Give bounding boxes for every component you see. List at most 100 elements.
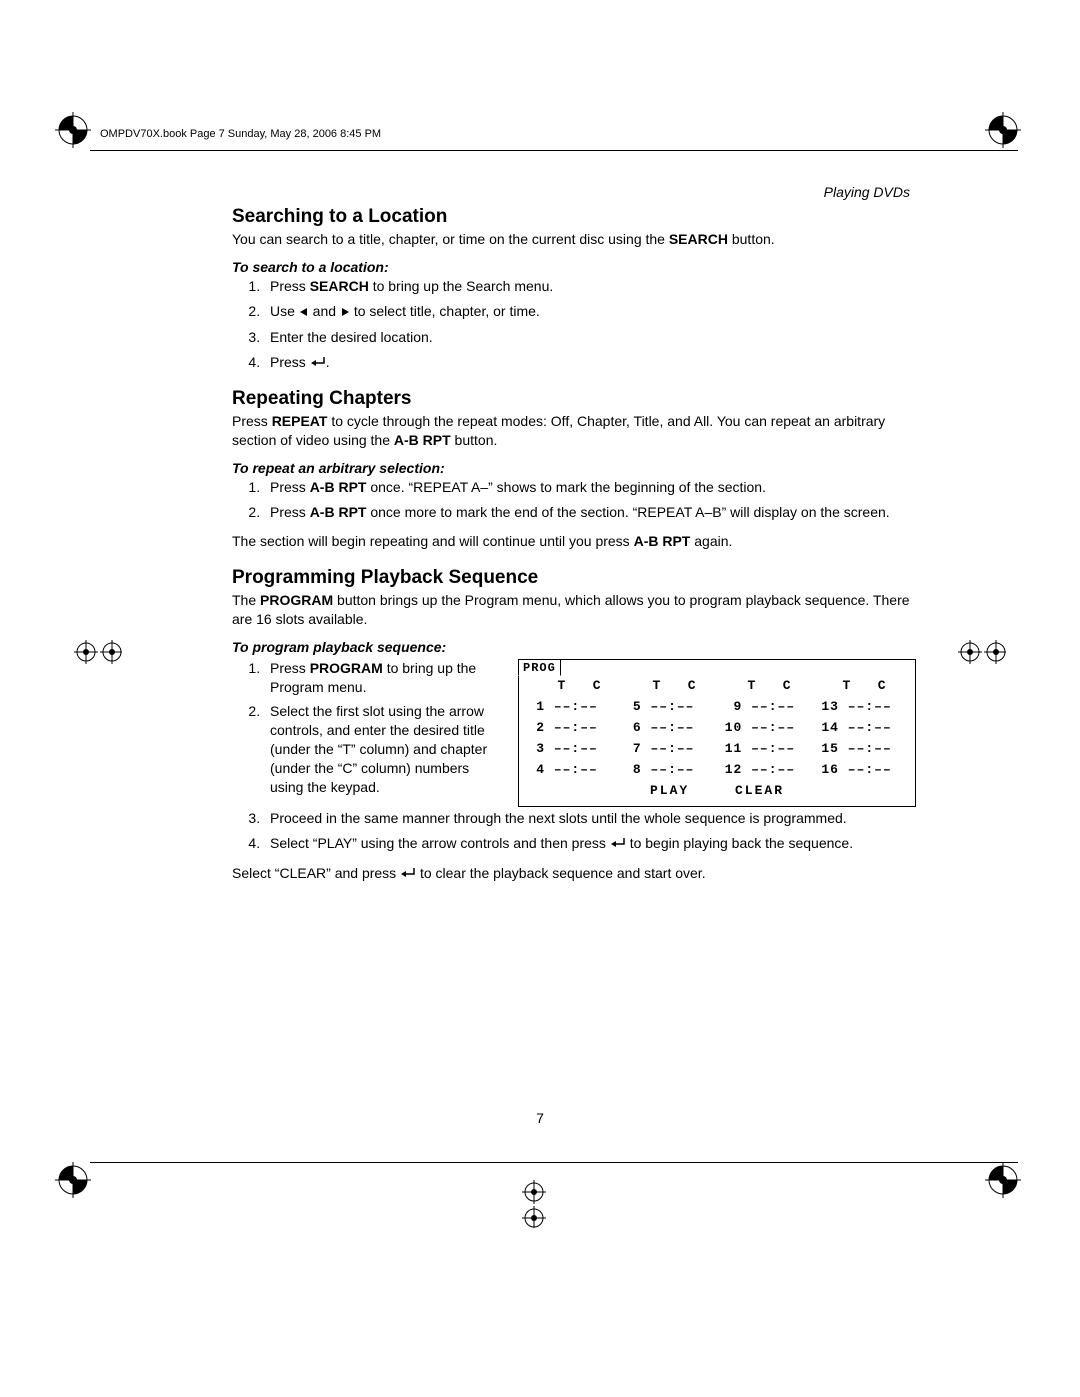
left-arrow-icon: [299, 304, 309, 320]
ordered-list: Press A-B RPT once. “REPEAT A–” shows to…: [232, 478, 912, 522]
slot-num: 12: [720, 762, 742, 777]
prog-row: 2 ––:–– 6 ––:–– 10 ––:–– 14 ––:––: [527, 720, 907, 735]
enter-icon: [610, 836, 626, 852]
list-item: Press A-B RPT once more to mark the end …: [264, 503, 912, 522]
framemaker-header: OMPDV70X.book Page 7 Sunday, May 28, 200…: [100, 128, 381, 140]
slot-num: 7: [624, 741, 642, 756]
paragraph: Press REPEAT to cycle through the repeat…: [232, 412, 912, 450]
procedure-heading: To search to a location:: [232, 259, 912, 275]
right-arrow-icon: [340, 304, 350, 320]
slot-num: 16: [817, 762, 839, 777]
text-bold: A-B RPT: [634, 533, 691, 549]
procedure-heading: To program playback sequence:: [232, 639, 912, 655]
list-item: Press PROGRAM to bring up the Program me…: [264, 659, 502, 697]
text-bold: SEARCH: [669, 231, 728, 247]
prog-buttons: PLAY CLEAR: [527, 783, 907, 798]
ordered-list: Press PROGRAM to bring up the Program me…: [232, 659, 502, 797]
text-bold: A-B RPT: [310, 479, 367, 495]
list-item: Use and to select title, chapter, or tim…: [264, 302, 912, 322]
text-bold: PROGRAM: [260, 592, 333, 608]
slot-num: 11: [720, 741, 742, 756]
crop-mark-icon: [55, 1162, 91, 1198]
column-right: PROG T C T C T C T C 1 ––:–– 5 ––:–– 9 –…: [518, 657, 916, 807]
slot-num: 13: [817, 699, 839, 714]
slot-num: 4: [527, 762, 545, 777]
enter-icon: [310, 355, 326, 371]
heading-searching: Searching to a Location: [232, 206, 912, 228]
procedure-heading: To repeat an arbitrary selection:: [232, 460, 912, 476]
text: Select “CLEAR” and press: [232, 865, 400, 881]
slot-num: 2: [527, 720, 545, 735]
text: You can search to a title, chapter, or t…: [232, 231, 669, 247]
slot-val: ––:––: [650, 699, 694, 714]
text: button.: [451, 432, 498, 448]
enter-icon: [400, 866, 416, 882]
slot-num: 9: [720, 699, 742, 714]
slot-val: ––:––: [554, 720, 598, 735]
list-item: Press SEARCH to bring up the Search menu…: [264, 277, 912, 296]
slot-val: ––:––: [751, 699, 795, 714]
text: Use: [270, 303, 299, 319]
slot-val: ––:––: [848, 720, 892, 735]
col-head: T C: [717, 678, 812, 693]
running-head: Playing DVDs: [824, 184, 910, 200]
rule: [90, 1162, 1018, 1163]
slot-val: ––:––: [751, 762, 795, 777]
text: once more to mark the end of the section…: [366, 504, 889, 520]
heading-programming: Programming Playback Sequence: [232, 567, 912, 589]
list-item: Enter the desired location.: [264, 328, 912, 347]
crop-mark-icon: [55, 112, 91, 148]
prog-row: 3 ––:–– 7 ––:–– 11 ––:–– 15 ––:––: [527, 741, 907, 756]
text: button.: [728, 231, 775, 247]
two-column: Press PROGRAM to bring up the Program me…: [232, 657, 912, 807]
slot-val: ––:––: [751, 720, 795, 735]
paragraph: You can search to a title, chapter, or t…: [232, 230, 912, 249]
slot-val: ––:––: [650, 762, 694, 777]
page: OMPDV70X.book Page 7 Sunday, May 28, 200…: [0, 0, 1080, 1397]
col-head: T C: [527, 678, 622, 693]
text: Press: [270, 504, 310, 520]
slot-val: ––:––: [554, 741, 598, 756]
slot-val: ––:––: [554, 699, 598, 714]
prog-play-label: PLAY: [650, 783, 689, 798]
text-bold: SEARCH: [310, 278, 369, 294]
slot-val: ––:––: [650, 720, 694, 735]
slot-val: ––:––: [751, 741, 795, 756]
text: once. “REPEAT A–” shows to mark the begi…: [366, 479, 765, 495]
text: button brings up the Program menu, which…: [232, 592, 910, 627]
text: to cycle through the repeat modes: Off, …: [232, 413, 885, 448]
text: to select title, chapter, or time.: [350, 303, 540, 319]
ordered-list: Proceed in the same manner through the n…: [232, 809, 912, 854]
text: Press: [270, 660, 310, 676]
paragraph: The PROGRAM button brings up the Program…: [232, 591, 912, 629]
col-head: T C: [812, 678, 907, 693]
crop-mark-icon: [522, 1180, 546, 1231]
text-bold: PROGRAM: [310, 660, 383, 676]
list-item: Select the first slot using the arrow co…: [264, 702, 502, 796]
slot-num: 6: [624, 720, 642, 735]
slot-val: ––:––: [554, 762, 598, 777]
text: Press: [270, 278, 310, 294]
text: Press: [270, 354, 310, 370]
page-number: 7: [0, 1110, 1080, 1126]
column-left: Press PROGRAM to bring up the Program me…: [232, 657, 502, 807]
crop-mark-icon: [74, 640, 122, 667]
text: .: [326, 354, 330, 370]
heading-repeating: Repeating Chapters: [232, 388, 912, 410]
text-bold: A-B RPT: [310, 504, 367, 520]
page-content: Searching to a Location You can search t…: [232, 206, 912, 894]
slot-val: ––:––: [848, 762, 892, 777]
text-bold: A-B RPT: [394, 432, 451, 448]
list-item: Press A-B RPT once. “REPEAT A–” shows to…: [264, 478, 912, 497]
program-menu-diagram: PROG T C T C T C T C 1 ––:–– 5 ––:–– 9 –…: [518, 659, 916, 807]
slot-num: 14: [817, 720, 839, 735]
prog-header-row: T C T C T C T C: [527, 678, 907, 693]
text: Select “PLAY” using the arrow controls a…: [270, 835, 610, 851]
prog-row: 4 ––:–– 8 ––:–– 12 ––:–– 16 ––:––: [527, 762, 907, 777]
slot-num: 15: [817, 741, 839, 756]
text: and: [309, 303, 340, 319]
slot-val: ––:––: [848, 741, 892, 756]
text-bold: REPEAT: [272, 413, 328, 429]
text: The section will begin repeating and wil…: [232, 533, 634, 549]
list-item: Proceed in the same manner through the n…: [264, 809, 912, 828]
